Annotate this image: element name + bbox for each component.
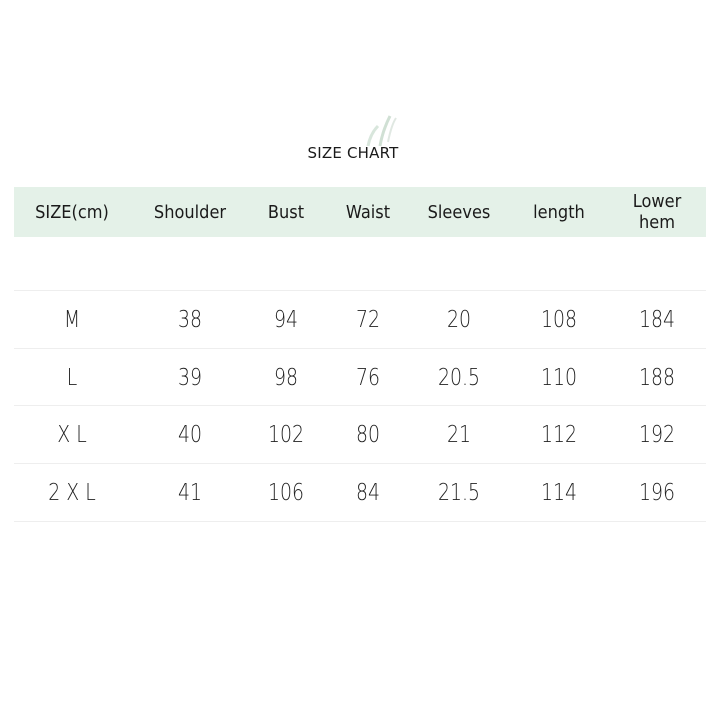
column-header: SIZE(cm)	[35, 201, 109, 223]
table-cell: 188	[638, 364, 676, 391]
table-cell: 98	[273, 364, 299, 391]
row-divider	[14, 521, 706, 522]
table-cell: 110	[540, 364, 578, 391]
table-cell: 76	[355, 364, 381, 391]
column-header: Waist	[345, 201, 391, 223]
column-header: Bust	[267, 201, 305, 223]
table-cell: 38	[177, 307, 203, 333]
row-divider	[14, 348, 706, 349]
table-cell: 84	[355, 480, 381, 506]
table-cell: 20	[446, 307, 472, 333]
table-cell: 106	[267, 480, 305, 506]
table-header-band	[14, 187, 706, 237]
table-cell: 21.5	[438, 480, 480, 506]
table-cell: 102	[267, 422, 305, 448]
row-divider	[14, 463, 706, 464]
table-cell: 41	[177, 480, 203, 506]
table-cell: 94	[273, 307, 299, 333]
row-divider	[14, 405, 706, 406]
leaf-decoration-icon	[366, 115, 397, 147]
table-cell: 20.5	[438, 364, 480, 391]
column-header: Sleeves	[427, 201, 491, 223]
table-cell: M	[63, 307, 81, 333]
table-cell: 192	[638, 422, 676, 448]
table-cell: 108	[540, 307, 578, 333]
column-header: Shoulder	[153, 201, 227, 223]
table-cell: 72	[355, 307, 381, 333]
table-cell: 184	[638, 307, 676, 333]
column-header: length	[533, 201, 585, 223]
table-cell: 114	[540, 480, 578, 506]
table-cell: 80	[355, 422, 381, 448]
table-cell: 196	[638, 480, 676, 506]
table-cell: L	[66, 364, 78, 391]
table-cell: 112	[540, 422, 578, 448]
table-cell: 21	[446, 422, 472, 448]
table-cell: 2 X L	[48, 480, 96, 506]
row-divider	[14, 290, 706, 291]
table-cell: X L	[57, 422, 87, 448]
table-cell: 39	[177, 364, 203, 391]
table-cell: 40	[177, 422, 203, 448]
column-header: Lower hem	[632, 191, 682, 233]
page-title: SIZE CHART	[307, 144, 399, 162]
